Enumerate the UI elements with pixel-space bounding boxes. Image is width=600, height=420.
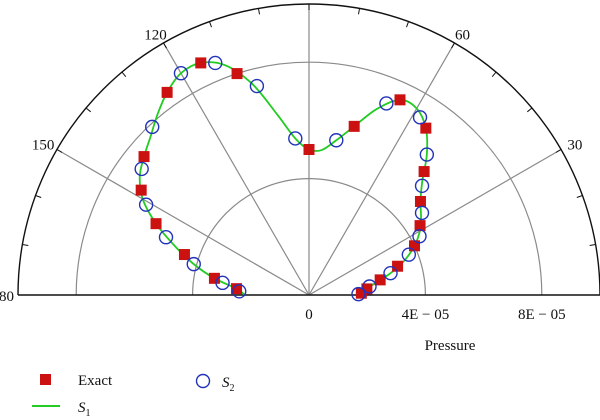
arc-tick-20	[576, 195, 583, 198]
series-s2-point-10	[329, 133, 344, 148]
polar-axis-frame	[17, 3, 600, 296]
series-exact-point-10	[348, 120, 360, 132]
series-exact-point-12	[231, 68, 243, 80]
angle-label-120: 120	[144, 27, 167, 43]
grid-spoke-30	[308, 148, 562, 296]
series-layer	[134, 55, 435, 302]
radial-axis-title: Pressure	[425, 338, 476, 354]
arc-tick-60	[451, 42, 455, 49]
series-exact-point-11	[303, 144, 315, 155]
angle-label-60: 60	[455, 27, 470, 43]
series-s2-point-17	[138, 197, 154, 212]
arc-tick-40	[527, 107, 533, 113]
angle-label-90: 90	[302, 0, 317, 4]
grid-spoke-60	[308, 42, 456, 296]
angle-label-150: 150	[32, 138, 55, 154]
angle-label-30: 30	[567, 138, 582, 154]
series-exact-point-0	[355, 287, 367, 299]
legend-exact-label: Exact	[78, 373, 113, 389]
angle-label-180: 180	[0, 289, 14, 305]
legend-exact-marker	[40, 374, 51, 385]
series-s2-point-7	[419, 147, 435, 162]
legend-s2-label: S2	[222, 375, 235, 394]
series-exact-point-8	[420, 122, 432, 134]
series-s2-point-15	[145, 119, 160, 135]
arc-tick-100	[257, 8, 261, 15]
series-exact-point-14	[161, 86, 173, 98]
radial-label-0: 0	[305, 307, 313, 323]
radial-label-1: 4E − 05	[402, 307, 450, 323]
legend-s2-marker	[195, 373, 211, 389]
series-s2-point-16	[134, 161, 149, 177]
series-s2-point-3	[401, 247, 417, 262]
radial-label-2: 8E − 05	[518, 307, 566, 323]
series-exact-point-9	[394, 94, 406, 106]
series-exact-point-5	[414, 220, 426, 232]
arc-tick-50	[491, 71, 497, 77]
series-exact-point-7	[418, 166, 430, 178]
series-exact-point-18	[178, 249, 190, 261]
series-exact-point-2	[374, 274, 386, 286]
legend: Exact S1 S2	[32, 373, 235, 419]
series-exact-point-16	[135, 184, 147, 196]
series-s2-point-12	[249, 78, 265, 94]
series-s2-point-11	[288, 131, 303, 146]
arc-tick-150	[56, 149, 63, 153]
arc-tick-130	[121, 71, 127, 77]
arc-tick-30	[555, 149, 562, 153]
series-s2-point-1	[362, 279, 377, 294]
series-s2-point-6	[414, 178, 430, 194]
series-s2-point-9	[379, 96, 394, 111]
series-exact-point-15	[138, 151, 150, 163]
series-exact-point-6	[414, 195, 426, 207]
arc-tick-170	[22, 243, 29, 247]
series-s2-point-8	[412, 110, 428, 125]
arc-tick-80	[357, 8, 361, 15]
series-s2-point-4	[412, 229, 427, 244]
arc-tick-10	[589, 243, 596, 247]
arc-tick-110	[209, 21, 212, 28]
series-exact-point-13	[195, 57, 207, 69]
series-exact-point-17	[150, 218, 162, 230]
series-s2-point-21	[232, 284, 247, 299]
series-s2-point-2	[383, 265, 398, 281]
series-exact-point-1	[361, 283, 373, 295]
series-exact-point-3	[392, 260, 404, 272]
series-exact-point-19	[208, 272, 220, 284]
arc-tick-120	[163, 42, 167, 49]
series-s2-point-20	[215, 275, 230, 291]
grid-spoke-120	[162, 42, 310, 296]
arc-tick-160	[35, 195, 42, 198]
series-s2-point-19	[186, 256, 201, 272]
arc-tick-70	[406, 21, 409, 28]
series-s2-point-18	[158, 230, 174, 245]
legend-s1-label: S1	[78, 400, 91, 419]
series-exact-point-20	[231, 283, 243, 295]
series-s2-point-14	[173, 66, 189, 81]
series-s2-point-0	[351, 286, 366, 302]
series-s2-point-5	[414, 205, 430, 221]
series-s2-point-13	[208, 55, 223, 71]
series-exact-point-4	[408, 240, 420, 252]
grid-spoke-150	[56, 148, 310, 296]
arc-tick-140	[85, 107, 91, 113]
